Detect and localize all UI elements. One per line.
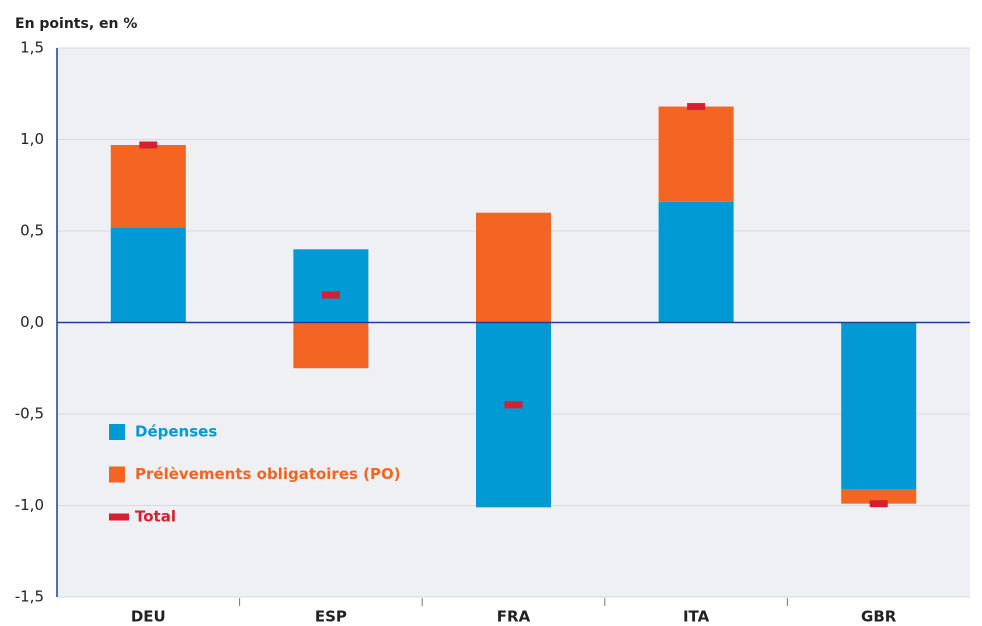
total-marker [321, 291, 340, 299]
x-tick-label: DEU [131, 608, 166, 626]
y-tick-label: 1,5 [20, 39, 44, 57]
y-tick-label: 0,5 [20, 222, 44, 240]
bar [841, 322, 917, 490]
x-tick-label: FRA [497, 608, 531, 626]
bar [110, 144, 186, 228]
total-marker [687, 103, 706, 111]
legend-swatch [109, 466, 125, 483]
legend-label: Prélèvements obligatoires (PO) [135, 465, 401, 483]
legend-swatch [109, 513, 129, 521]
bar [658, 201, 734, 323]
total-marker [139, 141, 158, 149]
x-tick-label: ITA [683, 608, 710, 626]
legend-label: Total [135, 508, 176, 526]
y-tick-label: -0,5 [15, 405, 44, 423]
x-tick-label: ESP [315, 608, 347, 626]
y-tick-label: 0,0 [20, 313, 44, 331]
bar [841, 489, 917, 504]
total-marker [504, 401, 523, 409]
x-tick-label: GBR [861, 608, 897, 626]
legend-label: Dépenses [135, 423, 217, 441]
bar [658, 106, 734, 202]
total-marker [869, 500, 888, 508]
bar [476, 212, 551, 323]
bar [476, 322, 551, 508]
legend-swatch [109, 424, 125, 440]
y-tick-label: 1,0 [20, 130, 44, 148]
bar [293, 249, 369, 323]
bar [110, 227, 186, 323]
y-tick-label: -1,0 [15, 496, 44, 514]
y-axis-label: En points, en % [15, 16, 137, 32]
y-tick-label: -1,5 [15, 588, 44, 606]
bar [293, 322, 369, 369]
